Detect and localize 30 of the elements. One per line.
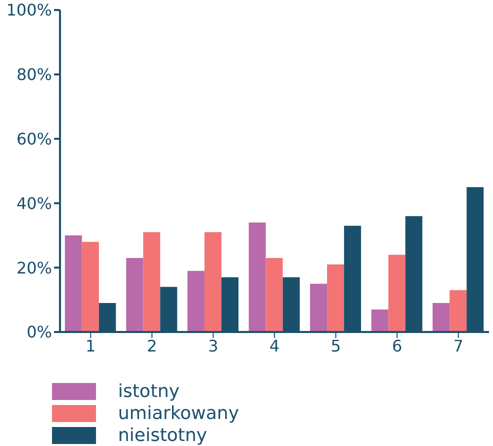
bar [450,290,467,332]
x-tick-label: 7 [453,336,464,356]
bar [248,222,266,332]
x-tick-label: 2 [146,336,158,356]
bar [371,309,388,332]
y-tick-label: 0% [26,322,52,342]
bar [64,235,82,332]
y-tick-label: 60% [16,129,52,148]
y-tick-label: 100% [6,0,52,20]
y-tick-label: 80% [16,65,52,84]
bar [126,258,144,332]
x-tick-label: 1 [86,336,96,356]
x-tick-label: 3 [208,336,218,356]
bar [204,232,222,332]
bar [310,284,328,332]
y-tick-label: 40% [16,194,52,213]
legend-label: istotny [118,380,180,402]
bar [266,258,283,332]
bar [432,303,450,332]
x-tick-label: 5 [330,336,341,356]
bar [143,232,160,332]
legend-label: umiarkowany [118,402,239,424]
bar [327,264,344,332]
legend-label: nieistotny [118,424,208,446]
y-tick-label: 20% [16,258,52,278]
x-tick-label: 4 [269,336,280,356]
bar [187,270,204,332]
x-tick-label: 6 [392,336,402,356]
bar [388,254,406,332]
bar [82,242,99,332]
